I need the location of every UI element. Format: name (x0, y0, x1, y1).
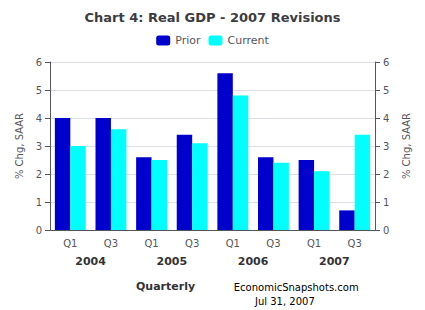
svg-text:Current: Current (227, 34, 269, 47)
svg-text:1: 1 (383, 197, 389, 208)
svg-text:0: 0 (383, 225, 389, 236)
svg-text:6: 6 (383, 57, 389, 68)
svg-text:3: 3 (383, 141, 389, 152)
svg-text:2: 2 (383, 169, 389, 180)
svg-text:Q3: Q3 (104, 238, 118, 249)
svg-text:Q1: Q1 (63, 238, 77, 249)
svg-text:% Chg, SAAR: % Chg, SAAR (401, 113, 412, 179)
svg-text:6: 6 (36, 57, 42, 68)
svg-text:Quarterly: Quarterly (136, 280, 195, 293)
svg-text:3: 3 (36, 141, 42, 152)
svg-text:% Chg, SAAR: % Chg, SAAR (14, 113, 25, 179)
svg-text:0: 0 (36, 225, 42, 236)
svg-text:Q3: Q3 (185, 238, 199, 249)
svg-text:1: 1 (36, 197, 42, 208)
svg-text:Q3: Q3 (266, 238, 280, 249)
svg-text:Prior: Prior (175, 34, 201, 47)
svg-text:5: 5 (36, 85, 42, 96)
svg-text:Jul 31, 2007: Jul 31, 2007 (254, 296, 315, 307)
svg-text:Q1: Q1 (144, 238, 158, 249)
svg-text:4: 4 (383, 113, 389, 124)
svg-text:Chart 4: Real GDP - 2007 Revis: Chart 4: Real GDP - 2007 Revisions (84, 10, 340, 25)
svg-text:2: 2 (36, 169, 42, 180)
svg-text:2007: 2007 (319, 255, 350, 268)
svg-text:Q3: Q3 (348, 238, 362, 249)
svg-text:EconomicSnapshots.com: EconomicSnapshots.com (234, 282, 359, 293)
svg-text:4: 4 (36, 113, 42, 124)
svg-text:2006: 2006 (238, 255, 269, 268)
svg-text:2004: 2004 (75, 255, 106, 268)
svg-text:2005: 2005 (157, 255, 188, 268)
svg-text:Q1: Q1 (226, 238, 240, 249)
svg-text:Q1: Q1 (307, 238, 321, 249)
svg-text:5: 5 (383, 85, 389, 96)
